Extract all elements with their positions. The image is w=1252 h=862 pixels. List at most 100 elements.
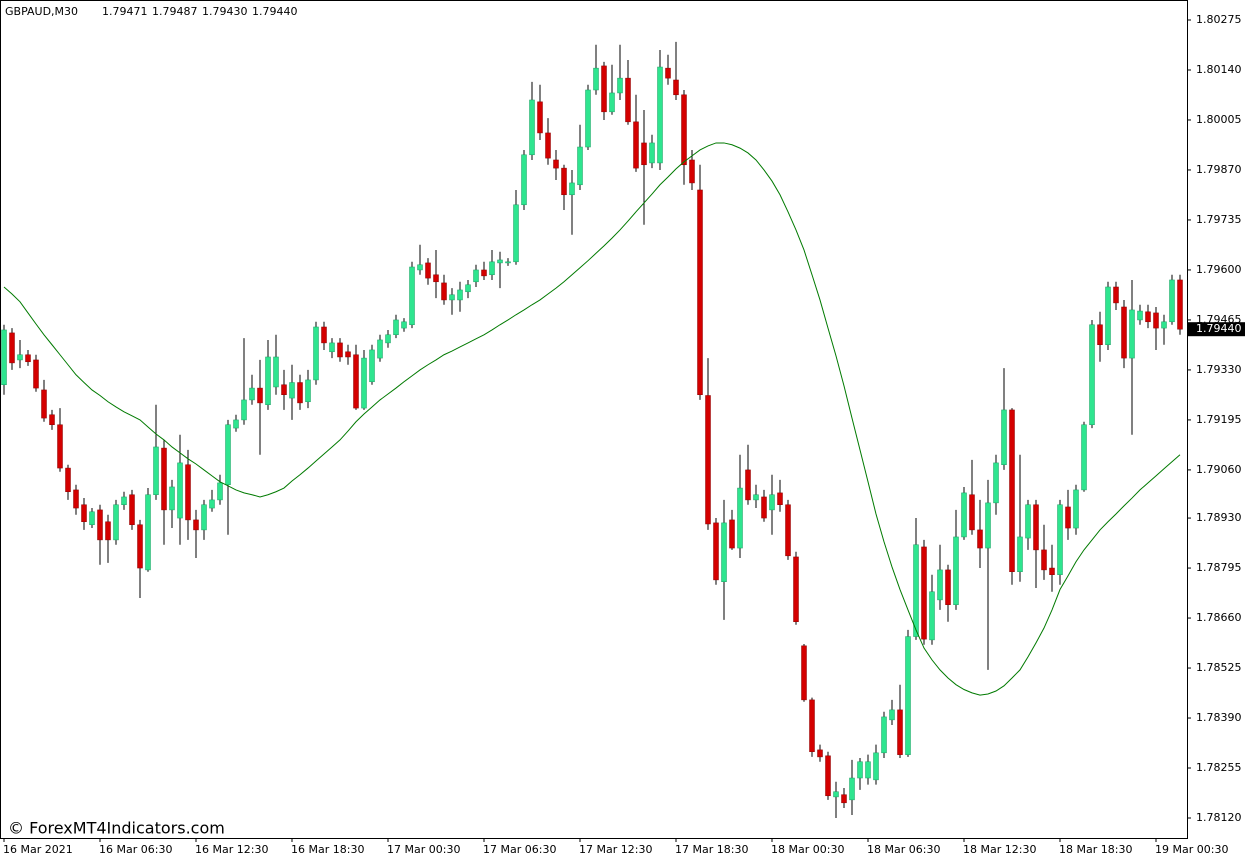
candle-body bbox=[801, 645, 807, 701]
candle-body bbox=[977, 529, 983, 549]
candle-body bbox=[1153, 312, 1159, 329]
candle-body bbox=[1161, 321, 1167, 329]
candle-body bbox=[217, 482, 223, 501]
candle-body bbox=[297, 382, 303, 404]
candle-body bbox=[833, 791, 839, 798]
candle-body bbox=[25, 354, 31, 363]
candle-body bbox=[137, 524, 143, 569]
candle-body bbox=[265, 356, 271, 405]
candle-body bbox=[593, 67, 599, 91]
current-price-label: 1.79440 bbox=[1196, 322, 1242, 335]
candle-body bbox=[769, 494, 775, 511]
candle-body bbox=[681, 94, 687, 166]
candle-body bbox=[929, 591, 935, 641]
header-low: 1.79430 bbox=[202, 5, 248, 18]
y-tick-label: 1.79195 bbox=[1196, 413, 1242, 426]
y-tick-label: 1.78930 bbox=[1196, 511, 1242, 524]
watermark: © ForexMT4Indicators.com bbox=[8, 819, 225, 838]
candle-body bbox=[505, 261, 511, 264]
candle-body bbox=[401, 321, 407, 329]
candle-body bbox=[329, 342, 335, 353]
candle-body bbox=[777, 492, 783, 505]
y-tick-label: 1.79600 bbox=[1196, 263, 1242, 276]
candle-body bbox=[121, 496, 127, 505]
candle-body bbox=[1025, 504, 1031, 539]
chart-title: GBPAUD,M30 bbox=[5, 5, 78, 18]
candle-body bbox=[865, 761, 871, 779]
candle-body bbox=[33, 359, 39, 389]
candle-body bbox=[185, 464, 191, 521]
candle-body bbox=[961, 492, 967, 538]
candle-body bbox=[953, 536, 959, 605]
candle-body bbox=[529, 99, 535, 156]
candle-body bbox=[105, 521, 111, 541]
candle-body bbox=[825, 755, 831, 797]
candle-body bbox=[945, 569, 951, 605]
candle-body bbox=[1073, 489, 1079, 529]
candle-body bbox=[337, 342, 343, 358]
candle-body bbox=[729, 519, 735, 549]
candle-body bbox=[985, 502, 991, 549]
candle-body bbox=[793, 556, 799, 622]
candle-body bbox=[577, 146, 583, 186]
y-tick-label: 1.78255 bbox=[1196, 761, 1242, 774]
candle-body bbox=[1097, 324, 1103, 346]
x-tick-label: 17 Mar 00:30 bbox=[387, 843, 460, 856]
candle-body bbox=[145, 494, 151, 571]
candle-body bbox=[649, 142, 655, 164]
candle-body bbox=[321, 326, 327, 344]
x-tick-label: 17 Mar 06:30 bbox=[483, 843, 556, 856]
candle-body bbox=[1017, 536, 1023, 573]
y-tick-label: 1.80140 bbox=[1196, 63, 1242, 76]
candle-body bbox=[553, 159, 559, 169]
candle-body bbox=[409, 266, 415, 326]
candle-body bbox=[433, 274, 439, 283]
current-price-box bbox=[1187, 322, 1245, 337]
candle-body bbox=[481, 269, 487, 277]
candle-body bbox=[449, 294, 455, 301]
candle-body bbox=[97, 509, 103, 541]
candle-body bbox=[633, 121, 639, 169]
candle-body bbox=[1065, 506, 1071, 529]
candle-body bbox=[57, 424, 63, 469]
y-tick-label: 1.78795 bbox=[1196, 561, 1242, 574]
candle-body bbox=[617, 77, 623, 94]
candle-body bbox=[1033, 504, 1039, 551]
candle-body bbox=[9, 332, 15, 364]
y-tick-label: 1.79870 bbox=[1196, 163, 1242, 176]
candle-body bbox=[473, 269, 479, 283]
x-tick-label: 18 Mar 18:30 bbox=[1059, 843, 1132, 856]
candle-body bbox=[849, 777, 855, 801]
x-tick-label: 17 Mar 12:30 bbox=[579, 843, 652, 856]
candle-body bbox=[353, 354, 359, 409]
candle-body bbox=[497, 259, 503, 264]
x-tick-label: 18 Mar 12:30 bbox=[963, 843, 1036, 856]
candle-body bbox=[345, 351, 351, 358]
y-tick-label: 1.80005 bbox=[1196, 113, 1242, 126]
candle-body bbox=[1129, 309, 1135, 359]
candle-body bbox=[241, 399, 247, 421]
candle-body bbox=[1049, 567, 1055, 575]
candle-body bbox=[1137, 310, 1143, 321]
candle-body bbox=[673, 79, 679, 96]
candle-body bbox=[601, 65, 607, 113]
plot-area bbox=[1, 41, 1183, 819]
x-tick-label: 17 Mar 18:30 bbox=[675, 843, 748, 856]
candle-body bbox=[393, 319, 399, 336]
candle-body bbox=[113, 504, 119, 541]
candle-body bbox=[49, 414, 55, 425]
y-tick-label: 1.79330 bbox=[1196, 363, 1242, 376]
y-tick-label: 1.78525 bbox=[1196, 661, 1242, 674]
x-tick-label: 16 Mar 2021 bbox=[3, 843, 73, 856]
candle-body bbox=[193, 519, 199, 531]
candle-body bbox=[625, 77, 631, 123]
candle-body bbox=[1057, 504, 1063, 575]
candle-body bbox=[1009, 409, 1015, 573]
candle-body bbox=[561, 167, 567, 196]
candle-body bbox=[1089, 324, 1095, 425]
candle-body bbox=[489, 261, 495, 276]
x-tick-label: 16 Mar 12:30 bbox=[195, 843, 268, 856]
candle-body bbox=[785, 504, 791, 557]
candle-body bbox=[153, 446, 159, 495]
